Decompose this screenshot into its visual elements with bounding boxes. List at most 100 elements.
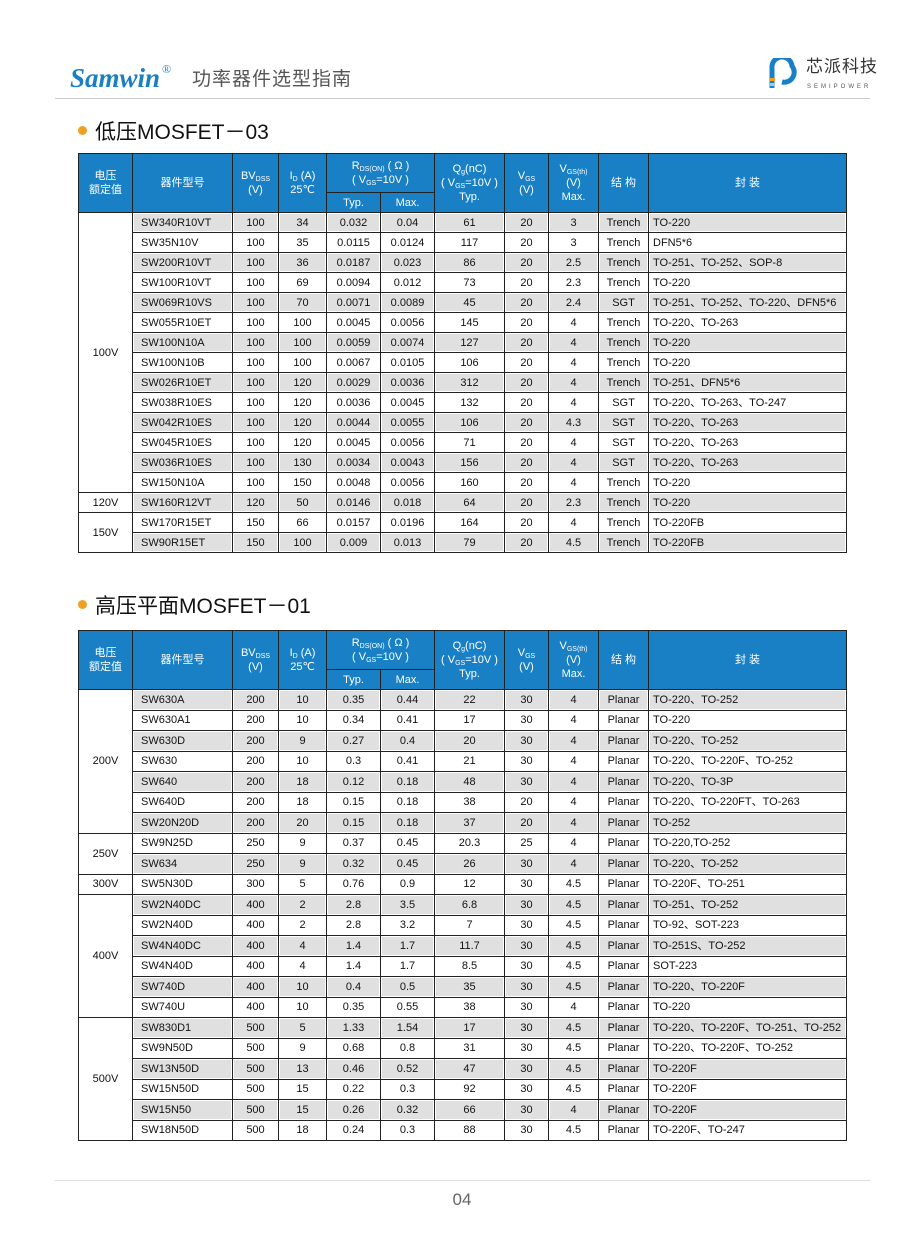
- table-row: SW055R10ET 100 100 0.0045 0.0056 145 20 4 Trench…: [79, 312, 847, 333]
- voltage-rating: 400V: [78, 894, 133, 1018]
- cell-vgs: 20: [504, 332, 549, 353]
- cell-id: 18: [278, 1119, 327, 1141]
- cell-qg: 88: [434, 1119, 505, 1141]
- high-voltage-planar-mosfet-table: 电压 额定值 器件型号 BVDSS (V) ID (A) 25℃ RDS(ON) ( …: [78, 630, 847, 1141]
- cell-rdson-typ: 0.0029: [326, 372, 381, 393]
- cell-part-number: SW4N40D: [132, 955, 233, 977]
- header-text: (nC): [465, 163, 487, 175]
- cell-id: 69: [278, 272, 327, 293]
- header-text: 结 构: [610, 177, 637, 189]
- cell-rdson-max: 0.0045: [380, 392, 435, 413]
- table-row: SW100R10VT 100 69 0.0094 0.012 73 20 2.3 Trench T…: [79, 272, 847, 293]
- cell-id: 9: [278, 1037, 327, 1059]
- cell-vgsth: 2.4: [548, 292, 599, 313]
- cell-rdson-max: 0.45: [380, 832, 435, 854]
- cell-vgsth: 4.3: [548, 412, 599, 433]
- table-row: SW042R10ES 100 120 0.0044 0.0055 106 20 4.3 SGT T…: [79, 412, 847, 433]
- cell-structure: Trench: [598, 272, 649, 293]
- cell-qg: 47: [434, 1058, 505, 1080]
- cell-qg: 35: [434, 976, 505, 998]
- cell-id: 2: [278, 894, 327, 916]
- cell-rdson-max: 0.3: [380, 1119, 435, 1141]
- cell-package: TO-220、TO-263: [648, 412, 847, 433]
- cell-id: 130: [278, 452, 327, 473]
- cell-rdson-max: 0.55: [380, 996, 435, 1018]
- cell-package: TO-220FB: [648, 512, 847, 533]
- cell-structure: Trench: [598, 472, 649, 493]
- cell-part-number: SW170R15ET: [132, 512, 233, 533]
- header-text: ( V: [441, 654, 456, 666]
- cell-rdson-typ: 0.26: [326, 1099, 381, 1121]
- cell-bvdss: 100: [232, 312, 279, 333]
- cell-part-number: SW100R10VT: [132, 272, 233, 293]
- cell-part-number: SW630D: [132, 730, 233, 752]
- cell-rdson-max: 0.4: [380, 730, 435, 752]
- table-row: SW630 200 10 0.3 0.41 21 30 4 Planar TO-220、TO-22…: [79, 750, 847, 772]
- header-text: GS: [525, 653, 536, 660]
- cell-structure: Planar: [598, 1017, 649, 1039]
- cell-rdson-max: 0.023: [380, 252, 435, 273]
- cell-package: TO-251、TO-252: [648, 894, 847, 916]
- cell-rdson-typ: 0.0045: [326, 432, 381, 453]
- voltage-rating: 250V: [78, 832, 133, 875]
- cell-bvdss: 200: [232, 689, 279, 711]
- cell-vgsth: 3: [548, 212, 599, 233]
- cell-vgsth: 4: [548, 392, 599, 413]
- cell-part-number: SW20N20D: [132, 812, 233, 834]
- cell-package: TO-220: [648, 996, 847, 1018]
- cell-rdson-max: 3.5: [380, 894, 435, 916]
- cell-structure: Planar: [598, 709, 649, 731]
- header-text: (V): [566, 654, 581, 666]
- cell-rdson-typ: 0.0071: [326, 292, 381, 313]
- cell-rdson-typ: 0.27: [326, 730, 381, 752]
- cell-rdson-max: 0.0056: [380, 432, 435, 453]
- table-row: 100V SW340R10VT 100 34 0.032 0.04 61 20 3 Trench T…: [78, 212, 847, 493]
- header-text: (A): [297, 647, 316, 659]
- cell-qg: 8.5: [434, 955, 505, 977]
- col-voltage: 电压 额定值: [78, 630, 133, 690]
- cell-qg: 145: [434, 312, 505, 333]
- cell-vgsth: 4: [548, 832, 599, 854]
- header-divider: [55, 98, 870, 99]
- cell-vgs: 30: [504, 914, 549, 936]
- cell-vgs: 30: [504, 709, 549, 731]
- cell-vgs: 30: [504, 935, 549, 957]
- cell-id: 100: [278, 332, 327, 353]
- cell-id: 13: [278, 1058, 327, 1080]
- cell-package: TO-220、TO-220F: [648, 976, 847, 998]
- cell-rdson-typ: 0.68: [326, 1037, 381, 1059]
- cell-rdson-max: 0.18: [380, 812, 435, 834]
- cell-vgsth: 2.3: [548, 272, 599, 293]
- header-text: ( Ω ): [384, 637, 410, 649]
- cell-package: SOT-223: [648, 955, 847, 977]
- header-text: GS(th): [566, 646, 588, 653]
- table-row: SW13N50D 500 13 0.46 0.52 47 30 4.5 Planar TO-220…: [79, 1058, 847, 1080]
- cell-part-number: SW15N50: [132, 1099, 233, 1121]
- cell-package: TO-220F: [648, 1078, 847, 1100]
- header-text: D: [292, 176, 298, 183]
- cell-package: TO-220: [648, 709, 847, 731]
- cell-bvdss: 500: [232, 1099, 279, 1121]
- cell-id: 120: [278, 412, 327, 433]
- cell-vgsth: 4: [548, 853, 599, 875]
- cell-rdson-typ: 0.0146: [326, 492, 381, 513]
- cell-structure: Planar: [598, 935, 649, 957]
- cell-id: 5: [278, 873, 327, 895]
- cell-package: TO-220: [648, 352, 847, 373]
- cell-bvdss: 200: [232, 812, 279, 834]
- cell-structure: Trench: [598, 332, 649, 353]
- cell-structure: SGT: [598, 452, 649, 473]
- cell-id: 100: [278, 312, 327, 333]
- cell-rdson-max: 0.52: [380, 1058, 435, 1080]
- cell-vgs: 20: [504, 432, 549, 453]
- cell-structure: SGT: [598, 392, 649, 413]
- cell-bvdss: 500: [232, 1058, 279, 1080]
- cell-vgs: 30: [504, 853, 549, 875]
- cell-rdson-typ: 0.4: [326, 976, 381, 998]
- header-text: R: [351, 160, 360, 172]
- cell-package: TO-220: [648, 212, 847, 233]
- col-rdson-max: Max.: [380, 669, 435, 690]
- cell-id: 70: [278, 292, 327, 313]
- cell-vgsth: 4: [548, 709, 599, 731]
- col-voltage: 电压 额定值: [78, 153, 133, 213]
